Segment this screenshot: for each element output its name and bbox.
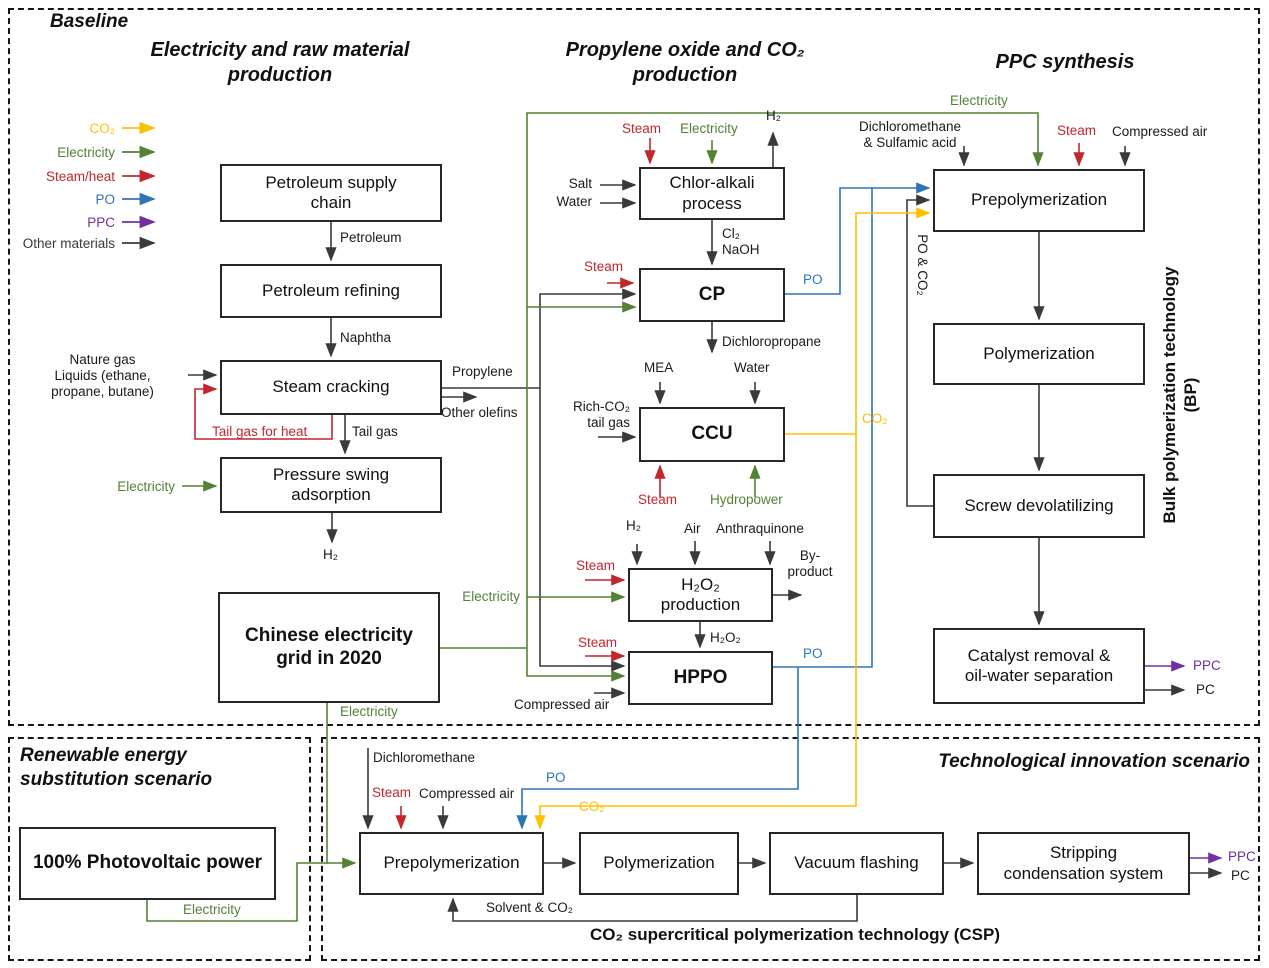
box-prepolymerization-bp: Prepolymerization xyxy=(933,169,1145,232)
label-air: Air xyxy=(684,521,701,536)
label-compressed-air-csp: Compressed air xyxy=(419,786,515,801)
label-electricity-grid: Electricity xyxy=(340,704,398,719)
steam-flows xyxy=(194,138,1085,830)
label-naphtha: Naphtha xyxy=(340,330,392,345)
box-pressure-swing-adsorption: Pressure swing adsorption xyxy=(220,457,442,513)
heading-ppc-synthesis: PPC synthesis xyxy=(995,51,1135,73)
label-po-and-co2: PO & CO₂ xyxy=(915,234,930,296)
box-prepolymerization-csp: Prepolymerization xyxy=(359,832,544,895)
label-ppc-csp: PPC xyxy=(1228,849,1256,864)
label-h2-psa: H₂ xyxy=(323,547,338,562)
baseline-frame xyxy=(8,8,1260,726)
bp-technology-label: Bulk polymerization technology (BP) xyxy=(1160,266,1201,524)
label-anthraquinone: Anthraquinone xyxy=(716,521,804,536)
label-tail-gas-for-heat: Tail gas for heat xyxy=(212,424,308,439)
box-h2o2-production: H₂O₂ production xyxy=(628,568,773,622)
label-steam-chlor: Steam xyxy=(622,121,662,136)
box-chlor-alkali: Chlor-alkali process xyxy=(639,167,785,220)
label-h2o2-stream: H₂O₂ xyxy=(710,630,741,645)
box-ccu: CCU xyxy=(639,407,785,462)
label-steam-bp: Steam xyxy=(1057,123,1097,138)
label-co2-csp: CO₂ xyxy=(579,799,605,814)
label-propylene: Propylene xyxy=(452,364,513,379)
label-pc-csp: PC xyxy=(1231,868,1250,883)
label-solvent-co2: Solvent & CO₂ xyxy=(486,900,574,915)
label-electricity-bp: Electricity xyxy=(950,93,1008,108)
box-polymerization-bp: Polymerization xyxy=(933,323,1145,385)
label-compressed-air-bp: Compressed air xyxy=(1112,124,1208,139)
label-dichloropropane: Dichloropropane xyxy=(722,334,822,349)
label-tail-gas: Tail gas xyxy=(352,424,398,439)
tech-innovation-title: Technological innovation scenario xyxy=(938,751,1250,772)
electricity-flows xyxy=(146,112,1044,922)
label-dichloromethane-sulfamic: Dichloromethane & Sulfamic acid xyxy=(858,119,962,151)
label-steam-hppo: Steam xyxy=(578,635,618,650)
legend-ppc: PPC xyxy=(87,215,115,230)
box-vacuum-flashing: Vacuum flashing xyxy=(769,832,944,895)
label-rich-co2: Rich-CO₂ tail gas xyxy=(573,399,630,431)
label-petroleum: Petroleum xyxy=(340,230,402,245)
label-cl2-naoh: Cl₂ NaOH xyxy=(722,226,760,258)
po-flows xyxy=(516,182,931,830)
label-pc-bp: PC xyxy=(1196,682,1215,697)
co2-flows xyxy=(534,207,931,830)
legend-arrows xyxy=(122,121,156,250)
box-polymerization-csp: Polymerization xyxy=(579,832,739,895)
label-other-olefins: Other olefins xyxy=(441,405,518,420)
label-salt: Salt xyxy=(568,176,592,191)
csp-technology-label: CO₂ supercritical polymerization technol… xyxy=(590,925,1000,944)
legend-co2: CO₂ xyxy=(89,121,116,136)
box-photovoltaic-power: 100% Photovoltaic power xyxy=(19,827,276,900)
label-electricity-psa: Electricity xyxy=(117,479,175,494)
label-electricity-chlor: Electricity xyxy=(680,121,738,136)
legend-other-materials: Other materials xyxy=(22,236,115,251)
box-cp: CP xyxy=(639,268,785,322)
label-po-hppo: PO xyxy=(803,646,823,661)
label-steam-cp: Steam xyxy=(584,259,624,274)
label-h2-h2o2: H₂ xyxy=(626,518,641,533)
label-compressed-air-hppo: Compressed air xyxy=(514,697,610,712)
label-h2-chlor: H₂ xyxy=(766,108,781,123)
box-chinese-electricity-grid: Chinese electricity grid in 2020 xyxy=(218,592,440,703)
ppc-flows xyxy=(1145,660,1223,864)
box-screw-devolatilizing: Screw devolatilizing xyxy=(933,474,1145,538)
label-po-cp: PO xyxy=(803,272,823,287)
label-mea: MEA xyxy=(644,360,674,375)
label-ppc-bp: PPC xyxy=(1193,658,1221,673)
renewable-frame xyxy=(8,737,311,961)
label-steam-csp: Steam xyxy=(372,785,412,800)
box-petroleum-refining: Petroleum refining xyxy=(220,264,442,318)
tech-innovation-frame xyxy=(321,737,1260,961)
box-petroleum-supply-chain: Petroleum supply chain xyxy=(220,164,442,222)
legend-steam-heat: Steam/heat xyxy=(45,169,115,184)
label-hydropower: Hydropower xyxy=(710,492,783,507)
heading-electricity-raw: Electricity and raw material production xyxy=(150,39,410,86)
label-dichloromethane-csp: Dichloromethane xyxy=(373,750,476,765)
other-material-flows xyxy=(188,131,1223,922)
legend-po: PO xyxy=(95,192,115,207)
heading-po-co2: Propylene oxide and CO₂ production xyxy=(565,39,805,86)
label-water-ccu: Water xyxy=(734,360,770,375)
renewable-title: Renewable energy substitution scenario xyxy=(20,745,213,790)
box-steam-cracking: Steam cracking xyxy=(220,360,442,415)
label-steam-ccu: Steam xyxy=(638,492,678,507)
legend-electricity: Electricity xyxy=(57,145,115,160)
label-electricity-pv: Electricity xyxy=(183,902,241,917)
label-po-csp: PO xyxy=(546,770,566,785)
label-water-chlor: Water xyxy=(556,194,592,209)
box-catalyst-removal: Catalyst removal & oil-water separation xyxy=(933,628,1145,704)
box-stripping-condensation: Stripping condensation system xyxy=(977,832,1190,895)
box-hppo: HPPO xyxy=(628,651,773,705)
label-by-product: By- product xyxy=(787,548,833,580)
label-electricity-h2o2: Electricity xyxy=(462,589,520,604)
label-co2-ccu: CO₂ xyxy=(862,411,888,426)
label-steam-h2o2: Steam xyxy=(576,558,616,573)
baseline-title: Baseline xyxy=(50,11,129,32)
label-nature-gas: Nature gas Liquids (ethane, propane, but… xyxy=(51,352,154,400)
